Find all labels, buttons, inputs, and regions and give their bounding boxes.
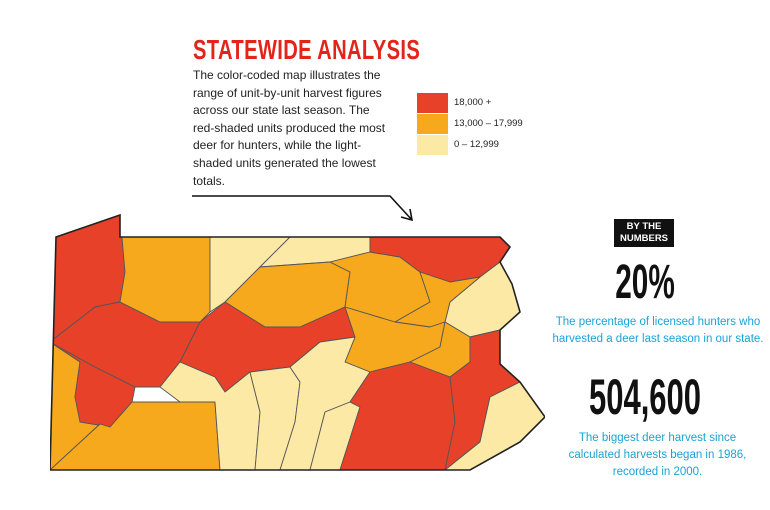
legend-item-mid: 13,000 – 17,999 — [417, 113, 523, 134]
unit-northwest-lake — [119, 215, 146, 238]
unit-northwest-mid — [119, 215, 211, 323]
badge-line-1: BY THE — [626, 221, 662, 232]
legend-item-low: 0 – 12,999 — [417, 134, 523, 155]
unit-south-central — [159, 361, 261, 470]
stat-percentage-text: The percentage of licensed hunters who h… — [552, 316, 764, 345]
stat-percentage-value: 20% — [615, 256, 675, 309]
legend-label-high: 18,000 + — [454, 97, 492, 108]
page-title: STATEWIDE ANALYSIS — [193, 34, 421, 65]
legend-label-mid: 13,000 – 17,999 — [454, 118, 523, 129]
pointer-arrow — [192, 195, 414, 222]
stat-harvest-text: The biggest deer harvest since calculate… — [568, 432, 747, 478]
by-the-numbers-badge: BY THE NUMBERS — [614, 219, 674, 247]
legend-label-low: 0 – 12,999 — [454, 139, 499, 150]
badge-line-2: NUMBERS — [619, 233, 669, 244]
legend-swatch-high — [417, 92, 448, 113]
legend-item-high: 18,000 + — [417, 92, 523, 113]
map-legend: 18,000 + 13,000 – 17,999 0 – 12,999 — [417, 92, 523, 155]
pennsylvania-map — [50, 213, 545, 471]
map-description: The color-coded map illustrates the rang… — [193, 68, 386, 188]
stat-harvest-value: 504,600 — [588, 369, 702, 425]
legend-swatch-low — [417, 134, 448, 155]
legend-swatch-mid — [417, 113, 448, 134]
